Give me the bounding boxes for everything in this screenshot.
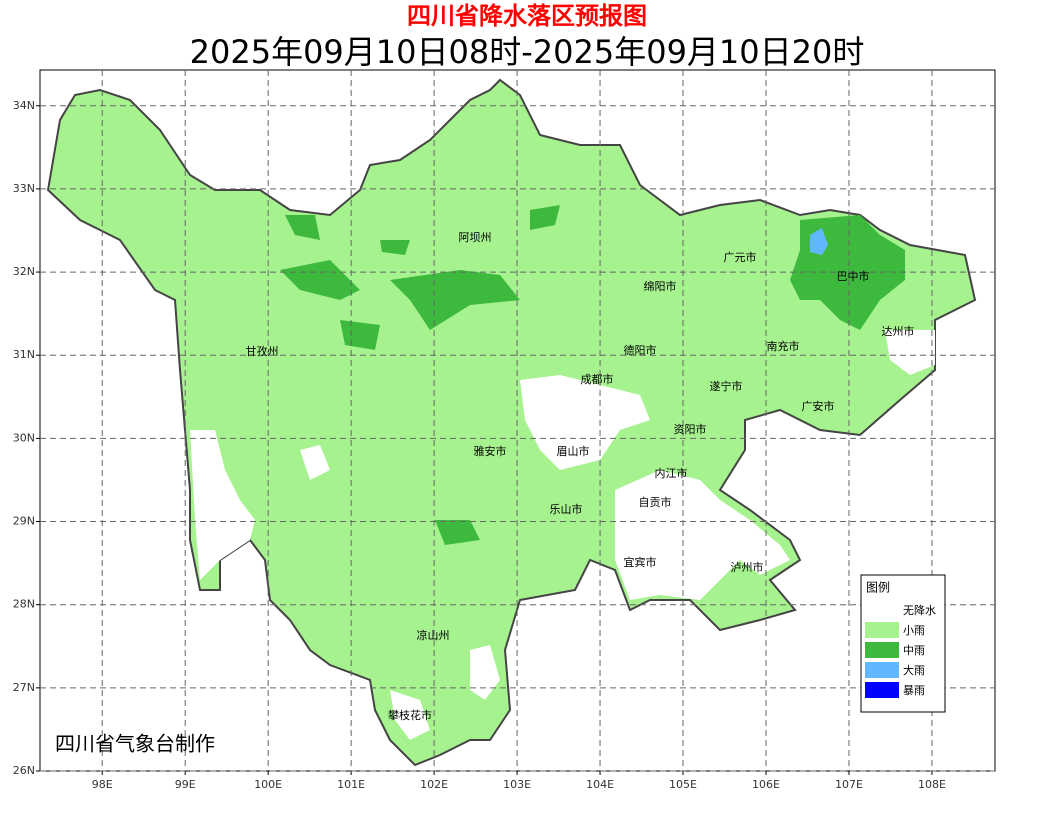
x-tick-label: 108E xyxy=(918,778,946,791)
y-tick-label: 28N xyxy=(13,598,35,611)
city-label: 遂宁市 xyxy=(710,379,743,393)
city-label: 甘孜州 xyxy=(246,344,279,358)
legend-swatch xyxy=(865,682,899,698)
map-title: 四川省降水落区预报图 xyxy=(407,2,647,30)
heavy-rain-area xyxy=(810,228,828,255)
x-tick-label: 101E xyxy=(337,778,365,791)
city-label: 内江市 xyxy=(655,466,688,480)
city-label: 攀枝花市 xyxy=(388,708,432,722)
city-label: 眉山市 xyxy=(557,444,590,458)
city-label: 绵阳市 xyxy=(644,279,677,293)
legend-swatch xyxy=(865,642,899,658)
x-tick-label: 107E xyxy=(835,778,863,791)
city-label: 德阳市 xyxy=(624,343,657,357)
y-tick-label: 32N xyxy=(13,265,35,278)
city-label: 阿坝州 xyxy=(459,230,492,244)
legend-label: 中雨 xyxy=(903,644,925,657)
credit: 四川省气象台制作 xyxy=(55,732,215,756)
x-tick-label: 102E xyxy=(420,778,448,791)
city-label: 宜宾市 xyxy=(624,555,657,569)
city-label: 乐山市 xyxy=(550,502,583,516)
city-label: 雅安市 xyxy=(474,444,507,458)
legend-label: 大雨 xyxy=(903,663,925,677)
x-tick-label: 106E xyxy=(752,778,780,791)
city-label: 达州市 xyxy=(882,324,915,338)
y-tick-label: 31N xyxy=(13,348,35,361)
city-label: 广安市 xyxy=(802,399,835,413)
no-rain-area xyxy=(190,330,935,740)
x-tick-label: 99E xyxy=(175,778,196,791)
x-tick-label: 105E xyxy=(669,778,697,791)
province-region xyxy=(46,78,977,767)
legend-swatch xyxy=(865,622,899,638)
province-shape xyxy=(46,78,977,767)
x-tick-label: 100E xyxy=(254,778,282,791)
x-tick-label: 103E xyxy=(503,778,531,791)
city-label: 广元市 xyxy=(724,250,757,264)
city-label: 南充市 xyxy=(767,339,800,353)
city-label: 自贡市 xyxy=(639,495,672,509)
legend-swatch xyxy=(865,602,899,618)
legend-title: 图例 xyxy=(866,581,890,595)
y-tick-label: 30N xyxy=(13,431,35,444)
x-tick-label: 104E xyxy=(586,778,614,791)
y-tick-label: 34N xyxy=(13,99,35,112)
y-tick-label: 26N xyxy=(13,764,35,777)
y-tick-label: 29N xyxy=(13,515,35,528)
x-tick-label: 98E xyxy=(92,778,113,791)
map-subtitle: 2025年09月10日08时-2025年09月10日20时 xyxy=(190,33,865,71)
city-label: 凉山州 xyxy=(417,628,450,642)
y-tick-label: 27N xyxy=(13,681,35,694)
city-label: 资阳市 xyxy=(674,422,707,436)
city-label: 巴中市 xyxy=(837,269,870,283)
y-tick-label: 33N xyxy=(13,182,35,195)
legend-swatch xyxy=(865,662,899,678)
city-label: 泸州市 xyxy=(731,560,764,574)
legend-label: 无降水 xyxy=(903,603,936,617)
graticule: 98E 99E 100E 101E 102E 103E 104E 105E 106E 107E 10… xyxy=(13,70,995,791)
legend-label: 暴雨 xyxy=(903,684,925,697)
city-label: 成都市 xyxy=(581,372,614,386)
legend-label: 小雨 xyxy=(903,624,925,637)
